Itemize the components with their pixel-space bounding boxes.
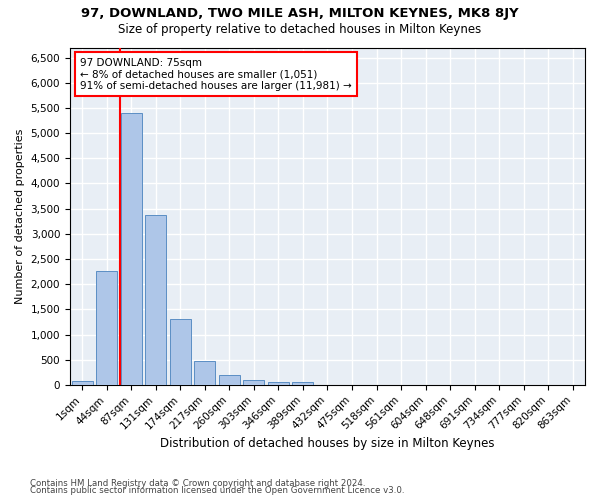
Bar [145, 214, 166, 385]
Text: Size of property relative to detached houses in Milton Keynes: Size of property relative to detached ho… [118, 22, 482, 36]
Bar [244, 380, 264, 385]
Text: Contains public sector information licensed under the Open Government Licence v3: Contains public sector information licen… [30, 486, 404, 495]
Y-axis label: Number of detached properties: Number of detached properties [15, 128, 25, 304]
Bar [121, 114, 142, 385]
Bar [194, 361, 215, 385]
Bar [170, 319, 191, 385]
Bar [96, 270, 117, 385]
Bar [72, 381, 92, 385]
Bar [292, 382, 313, 385]
Text: Contains HM Land Registry data © Crown copyright and database right 2024.: Contains HM Land Registry data © Crown c… [30, 478, 365, 488]
Bar [219, 375, 240, 385]
X-axis label: Distribution of detached houses by size in Milton Keynes: Distribution of detached houses by size … [160, 437, 495, 450]
Bar [268, 382, 289, 385]
Text: 97, DOWNLAND, TWO MILE ASH, MILTON KEYNES, MK8 8JY: 97, DOWNLAND, TWO MILE ASH, MILTON KEYNE… [81, 8, 519, 20]
Text: 97 DOWNLAND: 75sqm
← 8% of detached houses are smaller (1,051)
91% of semi-detac: 97 DOWNLAND: 75sqm ← 8% of detached hous… [80, 58, 352, 91]
